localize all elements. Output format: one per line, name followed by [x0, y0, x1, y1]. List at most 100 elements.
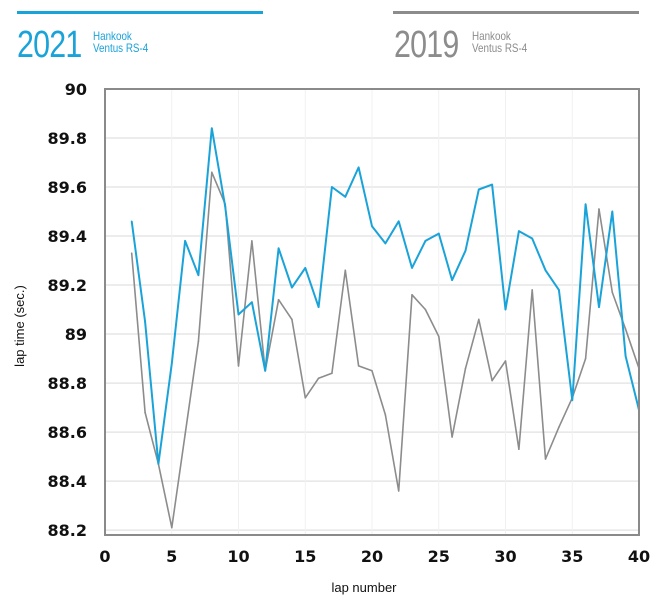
x-tick-label: 20: [361, 547, 383, 566]
data-point-2021: [304, 267, 307, 269]
data-point-2021: [518, 230, 520, 232]
data-point-2019: [584, 357, 587, 360]
y-tick-label: 88.4: [48, 472, 87, 491]
series-lines: [130, 127, 640, 529]
data-point-2019: [237, 365, 240, 367]
data-point-2021: [611, 210, 614, 213]
x-tick-label: 30: [494, 547, 516, 566]
data-point-2019: [397, 490, 400, 492]
y-tick-label: 89.6: [48, 178, 87, 197]
data-point-2021: [371, 225, 373, 228]
series-line-2019: [130, 171, 640, 529]
data-point-2021: [170, 362, 173, 365]
y-tick-label: 88.8: [48, 374, 87, 393]
data-point-2019: [504, 360, 507, 362]
data-point-2021: [424, 240, 427, 242]
x-tick-label: 15: [294, 547, 316, 566]
data-point-2019: [451, 436, 453, 438]
data-point-2021: [224, 205, 226, 208]
data-point-2019: [251, 240, 253, 242]
y-tick-label: 88.6: [48, 423, 87, 442]
data-point-2021: [317, 306, 320, 308]
data-point-2021: [251, 301, 253, 303]
data-point-2021: [464, 249, 467, 252]
data-point-2021: [144, 321, 146, 323]
data-point-2019: [478, 318, 480, 321]
data-point-2021: [357, 166, 360, 169]
data-point-2019: [611, 291, 614, 294]
legend-2019-model: Ventus RS-4: [472, 41, 528, 55]
data-point-2019: [331, 372, 333, 375]
grid-lines: [105, 89, 639, 535]
data-point-2021: [157, 463, 160, 465]
x-tick-label: 25: [428, 547, 450, 566]
data-point-2019: [624, 328, 627, 330]
data-point-2021: [624, 355, 627, 357]
data-point-2019: [518, 448, 520, 451]
y-axis-label: lap time (sec.): [12, 285, 27, 367]
data-point-2021: [130, 220, 133, 223]
data-point-2021: [384, 242, 387, 245]
legend-2021-label: Hankook Ventus RS-4: [93, 30, 148, 54]
data-point-2021: [544, 269, 547, 272]
data-point-2019: [291, 318, 293, 321]
data-point-2021: [411, 267, 413, 269]
data-point-2021: [277, 247, 280, 250]
data-point-2019: [424, 308, 427, 311]
data-point-2019: [437, 335, 440, 338]
legend-2021-year: 2021: [17, 24, 82, 66]
data-point-2019: [317, 377, 320, 379]
data-point-2021: [344, 196, 347, 198]
data-point-2019: [464, 367, 467, 370]
data-point-2019: [384, 414, 387, 416]
data-point-2021: [491, 183, 493, 186]
data-point-2021: [437, 232, 440, 235]
data-point-2019: [371, 370, 373, 372]
data-point-2019: [304, 396, 307, 399]
y-tick-label: 89.2: [48, 276, 87, 295]
data-point-2021: [211, 127, 213, 130]
data-point-2019: [598, 208, 600, 210]
y-tick-label: 89.4: [48, 227, 87, 246]
y-tick-label: 90: [65, 80, 87, 99]
data-point-2021: [197, 274, 200, 277]
data-point-2019: [197, 340, 200, 343]
x-tick-label: 0: [99, 547, 110, 566]
data-point-2019: [344, 269, 347, 272]
legend-2021-brand: Hankook: [93, 29, 132, 43]
data-point-2019: [491, 379, 493, 382]
data-point-2019: [170, 526, 173, 529]
data-point-2021: [531, 237, 533, 240]
data-point-2021: [264, 370, 267, 372]
data-point-2021: [504, 308, 507, 311]
x-tick-label: 10: [227, 547, 249, 566]
y-tick-label: 89: [65, 325, 87, 344]
plot-frame: [104, 88, 640, 536]
data-point-2019: [558, 426, 560, 428]
data-point-2019: [544, 458, 547, 460]
data-point-2021: [451, 279, 453, 281]
data-point-2021: [184, 240, 186, 242]
data-point-2019: [411, 294, 413, 296]
y-axis-ticks: 88.2 88.4 88.6 88.8 89 89.2 89.4 89.6 89.8 90: [48, 80, 87, 540]
data-point-2021: [331, 186, 333, 188]
data-point-2021: [291, 286, 293, 289]
x-tick-label: 5: [166, 547, 177, 566]
x-axis-label: lap number: [331, 580, 397, 595]
data-point-2019: [357, 365, 360, 367]
data-point-2019: [211, 171, 213, 174]
legend-2019-bar: [393, 11, 639, 14]
data-point-2021: [478, 188, 480, 191]
data-point-2021: [237, 313, 240, 316]
data-point-2021: [598, 306, 600, 308]
legend-2019-year: 2019: [394, 24, 459, 66]
data-point-2019: [277, 298, 280, 301]
y-tick-label: 88.2: [48, 521, 87, 540]
data-point-2021: [397, 220, 400, 223]
legend-2019-label: Hankook Ventus RS-4: [472, 30, 527, 54]
data-point-2019: [184, 433, 186, 436]
x-tick-label: 40: [628, 547, 650, 566]
data-point-2019: [144, 411, 146, 414]
legend-2021-bar: [17, 11, 263, 14]
